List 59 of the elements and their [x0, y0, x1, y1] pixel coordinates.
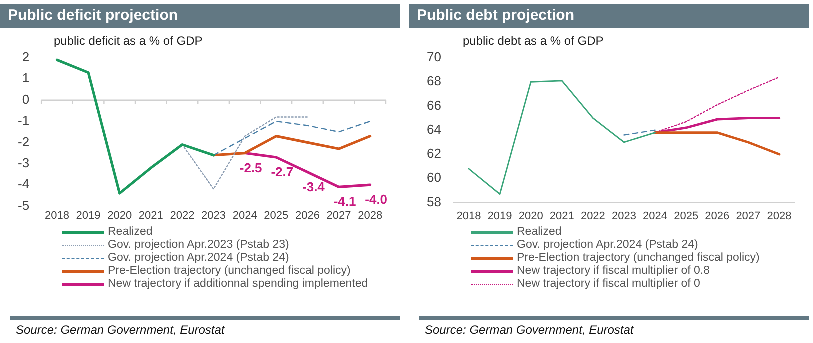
data-label: -2.5	[240, 160, 262, 176]
data-label: -3.4	[302, 179, 326, 194]
chart-title: Public debt projection	[409, 4, 809, 28]
x-tick-label: 2023	[202, 210, 226, 222]
data-label: -4.0	[365, 192, 388, 208]
y-tick-label: -5	[18, 198, 30, 213]
x-tick-label: 2025	[264, 210, 289, 222]
x-tick-label: 2020	[518, 210, 544, 222]
legend-label: Gov. projection Apr.2024 (Pstab 24)	[108, 252, 290, 265]
x-tick-label: 2020	[108, 210, 132, 222]
y-tick-label: -1	[18, 113, 30, 128]
source-note: Source: German Government, Eurostat	[16, 323, 225, 337]
x-tick-label: 2021	[138, 210, 164, 222]
x-tick-label: 2019	[76, 210, 101, 222]
x-tick-label: 2024	[232, 210, 258, 222]
legend-label: Realized	[517, 226, 562, 239]
y-tick-label: -4	[18, 176, 30, 192]
x-tick-label: 2028	[767, 210, 792, 222]
y-tick-label: 60	[426, 170, 442, 186]
y-tick-label: 66	[426, 98, 442, 113]
x-tick-label: 2026	[295, 210, 320, 222]
chart-subtitle: public deficit as a % of GDP	[54, 34, 203, 48]
y-tick-label: 62	[426, 146, 442, 162]
legend-label: Gov. projection Apr.2024 (Pstab 24)	[517, 239, 698, 252]
x-tick-label: 2028	[358, 210, 383, 222]
y-tick-label: 58	[426, 194, 442, 210]
x-tick-label: 2022	[170, 210, 195, 222]
x-tick-label: 2018	[44, 210, 70, 222]
data-label: -4.1	[334, 194, 356, 210]
chart-title: Public deficit projection	[0, 4, 400, 28]
y-tick-label: 68	[426, 74, 442, 89]
y-tick-label: 0	[22, 92, 30, 107]
data-label: -2.7	[271, 164, 294, 180]
y-tick-label: 70	[426, 50, 442, 65]
x-tick-label: 2018	[456, 210, 482, 222]
legend-label: Realized	[108, 226, 153, 239]
legend-label: Pre-Election trajectory (unchanged fiscal policy)	[517, 252, 760, 265]
y-tick-label: 2	[22, 50, 30, 65]
source-note: Source: German Government, Eurostat	[425, 323, 634, 337]
x-tick-label: 2025	[674, 210, 699, 222]
y-tick-label: 1	[22, 70, 30, 86]
y-tick-label: 64	[426, 122, 442, 137]
legend-label: New trajectory if fiscal multiplier of 0	[517, 278, 700, 291]
chart-subtitle: public debt as a % of GDP	[463, 34, 604, 48]
x-tick-label: 2021	[550, 210, 574, 222]
x-tick-label: 2026	[705, 210, 730, 222]
x-tick-label: 2019	[488, 210, 512, 222]
line-series	[213, 120, 371, 156]
y-tick-label: -3	[18, 155, 30, 170]
x-tick-label: 2023	[612, 210, 636, 222]
x-tick-label: 2022	[580, 210, 606, 222]
legend-label: Gov. projection Apr.2023 (Pstab 23)	[108, 239, 290, 252]
x-tick-label: 2027	[736, 210, 761, 222]
y-tick-label: -2	[18, 134, 30, 150]
x-tick-label: 2024	[643, 210, 668, 222]
legend-label: Pre-Election trajectory (unchanged fiscal policy)	[108, 265, 351, 278]
legend-label: New trajectory if additionnal spending implemented	[108, 278, 368, 291]
x-tick-label: 2027	[326, 210, 352, 222]
legend-label: New trajectory if fiscal multiplier of 0.8	[517, 265, 710, 278]
